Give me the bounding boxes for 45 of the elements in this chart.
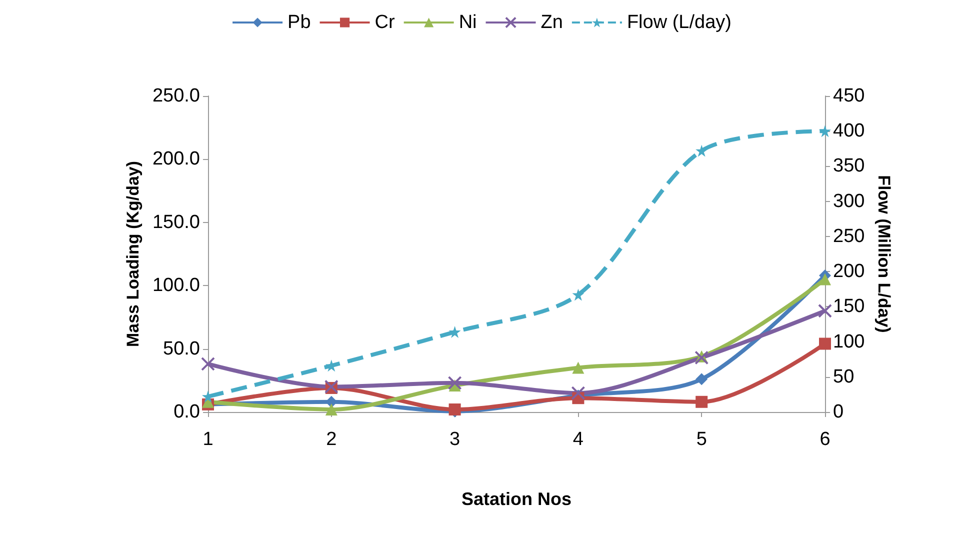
y2-tick-label: 100 (833, 331, 865, 352)
point (572, 362, 584, 374)
point (694, 350, 709, 365)
y-axis-title: Mass Loading (Kg/day) (124, 160, 143, 348)
y2-tick-label: 50 (833, 366, 854, 388)
y2-tick-label: 250 (833, 226, 865, 247)
point (818, 304, 832, 318)
point (448, 326, 461, 338)
point (572, 288, 584, 301)
point (201, 356, 215, 371)
x-tick-label: 1 (202, 429, 214, 450)
x-tick-label: 3 (450, 429, 460, 450)
x-tick-label: 2 (326, 429, 337, 450)
y2-axis-title: Flow (Million L/day) (874, 175, 894, 333)
y2-tick-label: 300 (833, 190, 865, 212)
y2-tick-label: 150 (833, 296, 865, 318)
legend-label: Ni (458, 12, 477, 33)
point (696, 144, 708, 157)
point (819, 338, 831, 350)
y2-tick-label: 400 (833, 120, 865, 142)
x-tick-label: 4 (572, 429, 584, 450)
legend-label: Cr (374, 12, 396, 33)
point (819, 273, 831, 286)
point (325, 403, 338, 416)
y2-tick-label: 350 (833, 156, 865, 177)
y-tick-label: 250.0 (152, 86, 200, 106)
point (696, 396, 708, 408)
point (448, 376, 462, 390)
legend-label: Zn (540, 12, 563, 33)
y-tick-label: 100.0 (152, 275, 200, 296)
point (696, 373, 708, 386)
x-axis-title: Satation Nos (461, 489, 572, 509)
legend-label: Flow (L/day) (626, 12, 732, 33)
y2-tick-label: 200 (833, 261, 865, 282)
point (819, 125, 831, 138)
x-tick-label: 5 (696, 429, 707, 450)
y-tick-label: 0.0 (174, 402, 200, 422)
legend-label: Pb (288, 12, 311, 33)
y2-tick-label: 0 (833, 402, 844, 422)
y-tick-label: 200.0 (152, 148, 200, 170)
y-tick-label: 150.0 (152, 212, 200, 233)
y-tick-label: 50.0 (163, 338, 200, 360)
point (571, 386, 586, 400)
y2-tick-label: 450 (833, 86, 865, 106)
x-tick-label: 6 (820, 429, 830, 450)
